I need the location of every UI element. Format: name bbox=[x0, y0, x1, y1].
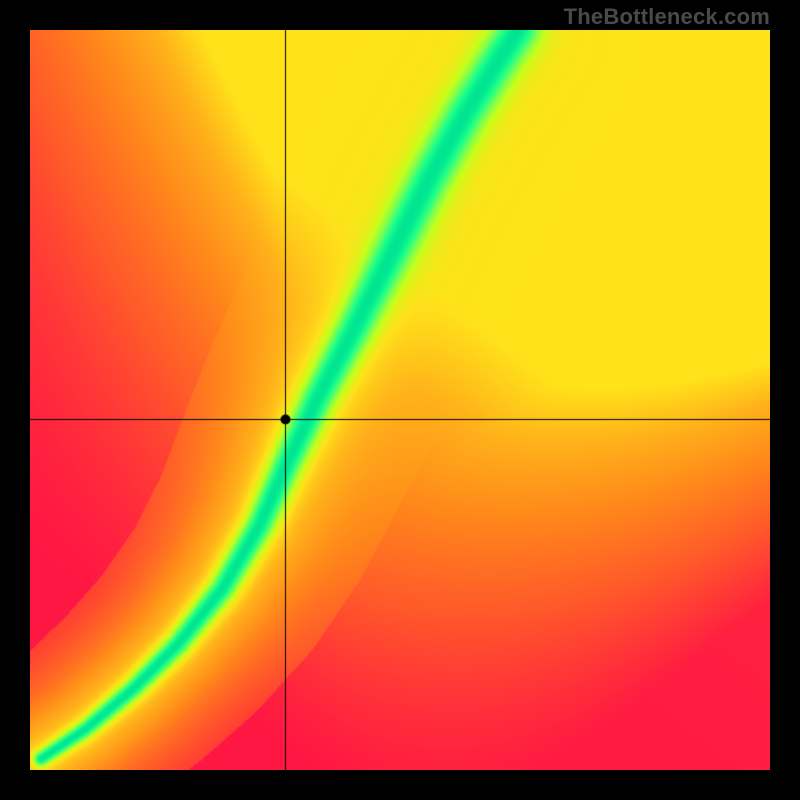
heatmap-plot bbox=[30, 30, 770, 770]
page-root: TheBottleneck.com bbox=[0, 0, 800, 800]
heatmap-canvas bbox=[30, 30, 770, 770]
watermark-text: TheBottleneck.com bbox=[564, 4, 770, 30]
